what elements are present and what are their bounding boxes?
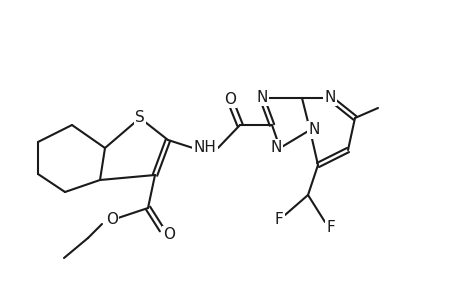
- Text: N: N: [256, 89, 267, 104]
- Text: NH: NH: [193, 140, 216, 155]
- Text: O: O: [224, 92, 235, 106]
- Text: F: F: [326, 220, 335, 236]
- Text: N: N: [308, 122, 319, 137]
- Text: O: O: [106, 212, 118, 227]
- Text: N: N: [324, 89, 335, 104]
- Text: O: O: [162, 227, 174, 242]
- Text: N: N: [270, 140, 281, 155]
- Text: S: S: [135, 110, 145, 125]
- Text: F: F: [274, 212, 283, 227]
